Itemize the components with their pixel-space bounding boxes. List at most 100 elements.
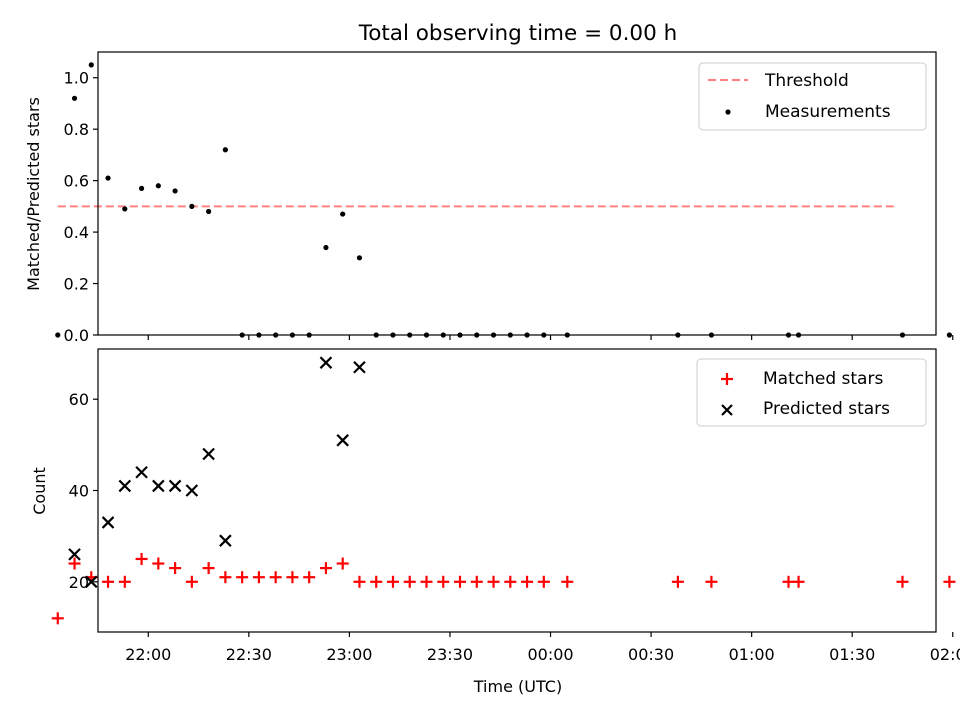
chart-title: Total observing time = 0.00 h [358,21,678,46]
matched-stars-point-31 [671,575,684,588]
ratio-legend-box [698,62,927,131]
matched-stars-point-4 [118,575,131,588]
predicted-stars-point-12 [353,360,366,374]
measurements-point-6 [155,183,161,189]
predicted-stars-point-2 [101,516,115,529]
matched-stars-point-32 [705,575,718,588]
matched-stars-point-35 [896,575,909,588]
predicted-stars-point-9 [219,534,232,547]
matched-stars-point-25 [470,575,483,588]
x-tick-label-8: 02:00 [930,645,960,664]
measurements-point-2 [88,62,94,68]
measurements-point-17 [340,211,346,217]
matched-stars-point-7 [169,562,182,575]
measurements-legend-label: Measurements [765,102,891,122]
threshold-legend-label: Threshold [764,71,849,91]
measurements-point-18 [356,255,363,261]
predicted-stars-point-5 [152,479,165,493]
ratio-y-tick-label-5: 1.0 [64,69,89,88]
predicted-stars-point-0 [68,548,81,561]
matched-stars-point-19 [370,575,383,588]
matched-stars-point-30 [561,575,574,588]
matched-legend-swatch [721,373,733,385]
matched-stars-point-33 [782,575,795,588]
measurements-point-9 [206,208,212,215]
matched-stars-point-6 [152,557,165,570]
measurements-point-0 [55,332,61,338]
ratio-x-ticks [147,335,954,340]
x-tick-label-6: 01:00 [729,645,775,664]
ratio-y-tick-label-3: 0.6 [64,172,89,191]
matched-legend-label: Matched stars [763,369,883,389]
count-y-axis-label: Count [30,467,49,515]
ratio-y-tick-label-4: 0.8 [64,120,89,139]
count-marks [51,356,956,625]
ratio-legend: Threshold Measurements [698,62,927,131]
predicted-stars-point-10 [319,356,333,369]
ratio-y-tick-label-1: 0.2 [64,275,89,294]
matched-stars-point-3 [102,575,115,588]
x-tick-label-3: 23:30 [427,645,473,664]
count-panel: 20 40 60 22:00 22:30 23:00 23:30 00:00 00:30 01:… [30,348,960,696]
x-tick-label-2: 23:00 [326,645,372,664]
measurements-point-5 [138,185,145,191]
matched-stars-point-0 [51,612,64,625]
ratio-panel-frame [97,51,937,336]
count-y-tick-label-2: 60 [69,390,89,409]
matched-stars-point-16 [319,562,332,575]
matched-stars-point-13 [269,571,282,584]
predicted-legend-label: Predicted stars [763,399,890,419]
predicted-stars-point-3 [118,479,132,493]
matched-stars-point-14 [286,571,299,584]
matched-stars-point-24 [454,575,467,588]
x-tick-label-7: 01:30 [829,645,875,664]
measurements-point-7 [172,188,178,194]
x-axis-label: Time (UTC) [473,677,562,696]
predicted-stars-point-1 [85,575,98,589]
matched-stars-point-27 [504,575,517,588]
predicted-stars-point-6 [168,479,182,493]
matched-stars-point-21 [403,575,416,588]
measurements-point-16 [323,244,329,251]
measurements-point-4 [122,206,128,212]
measurements-point-3 [105,175,111,181]
x-tick-label-4: 00:00 [527,645,573,664]
matched-stars-point-17 [336,557,349,570]
ratio-y-tick-label-0: 0.0 [64,326,89,345]
ratio-y-ticks: 0.0 0.2 0.4 0.6 0.8 1.0 [64,69,98,345]
predicted-stars-point-4 [135,465,148,479]
count-y-ticks: 20 40 60 [69,390,98,592]
matched-stars-point-11 [236,571,249,584]
measurements-point-1 [71,95,78,101]
matched-stars-point-29 [537,575,550,588]
matched-stars-point-28 [521,575,534,588]
count-legend: Matched stars Predicted stars [696,358,927,427]
measurements-point-36 [946,332,953,338]
count-x-ticks: 22:00 22:30 23:00 23:30 00:00 00:30 01:00 01:30… [125,632,960,664]
matched-stars-point-22 [420,575,433,588]
measurements-point-10 [222,147,228,153]
x-tick-label-5: 00:30 [628,645,674,664]
count-y-tick-label-1: 40 [69,482,89,501]
matched-stars-point-36 [943,575,956,588]
matched-stars-point-1 [68,557,81,570]
matched-stars-point-12 [252,571,265,584]
x-tick-label-1: 22:30 [226,645,272,664]
matched-stars-point-9 [202,562,215,575]
matched-stars-point-8 [185,575,198,588]
matched-stars-point-20 [386,575,399,588]
matched-stars-point-10 [219,571,232,584]
count-y-tick-label-0: 20 [69,573,89,592]
matched-stars-point-23 [437,575,450,588]
matched-stars-point-15 [303,571,316,584]
predicted-stars-point-8 [202,447,215,461]
predicted-stars-point-7 [185,484,199,497]
x-tick-label-0: 22:00 [125,645,171,664]
predicted-stars-point-11 [336,434,349,447]
ratio-y-axis-label: Matched/Predicted stars [24,97,43,291]
predicted-legend-swatch [721,404,733,416]
count-legend-box [696,358,927,427]
measurements-point-8 [189,203,195,209]
measurements-legend-swatch [725,109,731,115]
